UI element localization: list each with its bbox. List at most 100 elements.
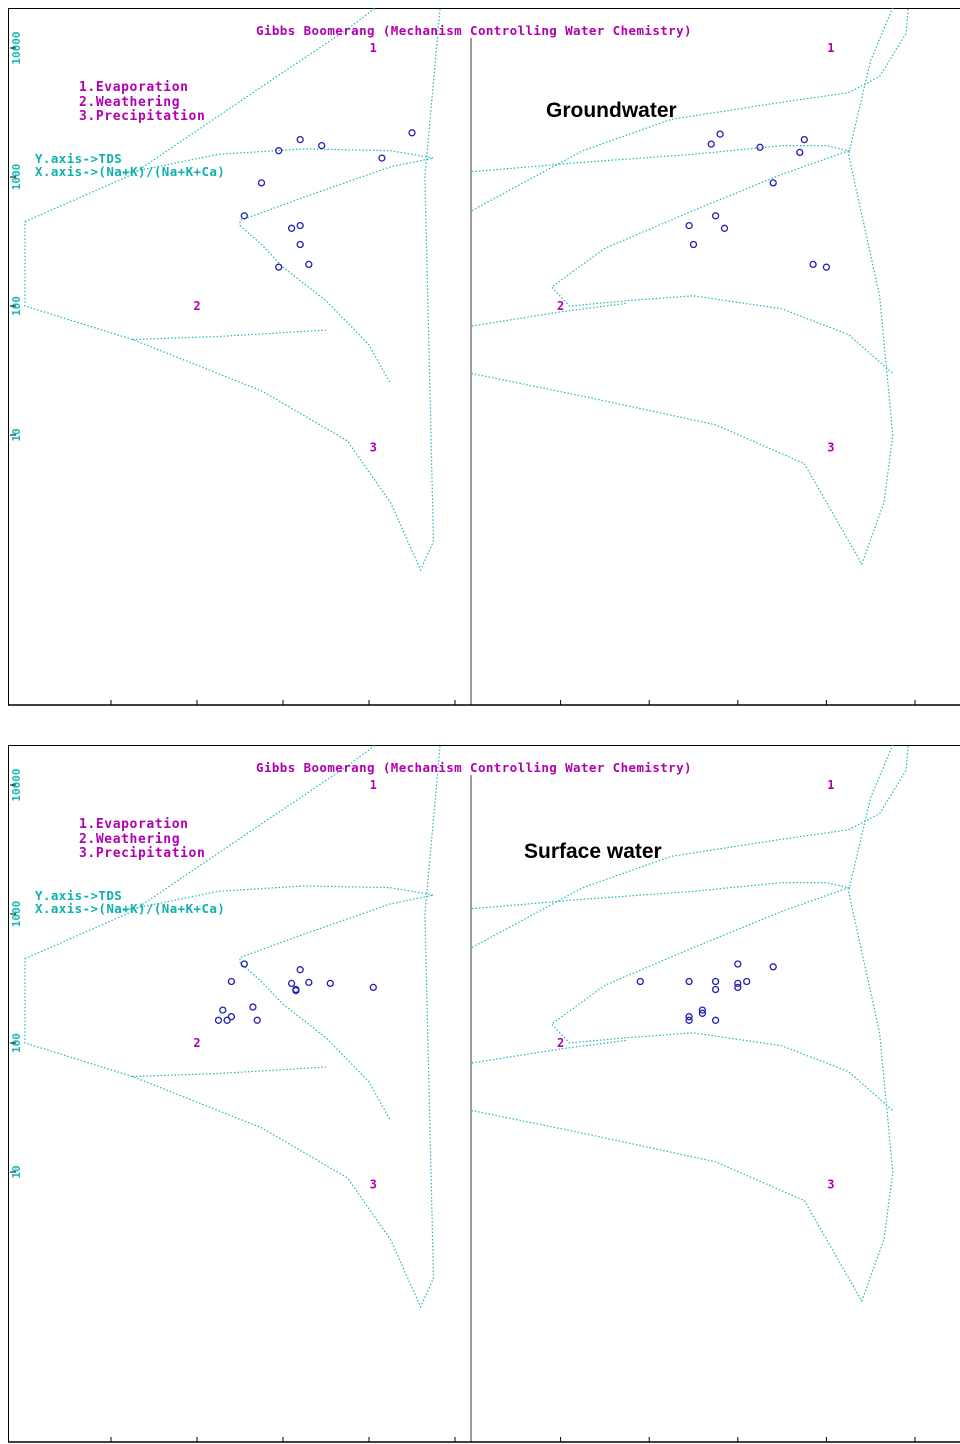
x-tick-label: 0.4 — [187, 1443, 207, 1444]
data-point — [743, 978, 749, 984]
x-tick-label: 0.8 — [359, 1443, 379, 1444]
envelope-outer — [472, 8, 911, 564]
region-label: 3 — [827, 440, 834, 454]
x-tick-label: 0.6 — [727, 706, 747, 707]
chart-title: Gibbs Boomerang (Mechanism Controlling W… — [9, 23, 939, 38]
x-tick-label: 0.8 — [816, 706, 836, 707]
region-label: 2 — [556, 1036, 563, 1050]
legend-item-weathering: 2.Weathering — [79, 96, 205, 111]
data-point — [717, 131, 723, 137]
region-label: 3 — [369, 1177, 376, 1191]
data-point — [219, 1007, 225, 1013]
envelope-inner — [472, 145, 893, 373]
legend-item-precipitation: 3.Precipitation — [79, 110, 205, 125]
data-point — [409, 129, 415, 135]
x-tick-label: 0.4 — [187, 706, 207, 707]
data-point — [734, 961, 740, 967]
data-point — [288, 225, 294, 231]
x-tick-label: 1 — [451, 706, 458, 707]
x-tick-label: 0.4 — [639, 706, 659, 707]
x-tick-label: 0.4 — [639, 1443, 659, 1444]
region-label: 1 — [827, 778, 834, 792]
x-tick-label: 0.6 — [727, 1443, 747, 1444]
data-point — [241, 961, 247, 967]
data-point — [712, 978, 718, 984]
x-tick-label: 0.2 — [101, 706, 121, 707]
x-axis-note: X.axis->(Na+K)/(Na+K+Ca) — [35, 903, 225, 916]
chart-heading: Surface water — [524, 840, 662, 864]
legend-item-weathering: 2.Weathering — [79, 833, 205, 848]
data-point — [258, 179, 264, 185]
data-point — [712, 986, 718, 992]
gibbs-chart-groundwater: 101001000100001000000.20.40.60.810.20.40… — [8, 8, 960, 705]
data-point — [378, 155, 384, 161]
envelope-inner — [132, 330, 326, 339]
x-tick-label: 0.8 — [816, 1443, 836, 1444]
data-point — [297, 966, 303, 972]
x-tick-label: 1 — [451, 1443, 458, 1444]
data-point — [275, 264, 281, 270]
data-point — [823, 264, 829, 270]
data-point — [770, 179, 776, 185]
data-point — [637, 978, 643, 984]
legend-item-evaporation: 1.Evaporation — [79, 81, 205, 96]
data-point — [690, 241, 696, 247]
region-label: 2 — [193, 1036, 200, 1050]
envelope-inner — [132, 1067, 326, 1076]
data-point — [686, 978, 692, 984]
chart-heading: Groundwater — [546, 99, 677, 123]
x-tick-label: 0.6 — [273, 1443, 293, 1444]
data-point — [734, 984, 740, 990]
region-label: 1 — [827, 41, 834, 55]
data-point — [712, 212, 718, 218]
data-point — [297, 222, 303, 228]
envelope-inner — [240, 962, 391, 1120]
data-point — [770, 963, 776, 969]
data-point — [801, 136, 807, 142]
envelope-inner — [472, 303, 627, 326]
region-label: 2 — [193, 299, 200, 313]
x-tick-label: 0.2 — [101, 1443, 121, 1444]
legend-item-precipitation: 3.Precipitation — [79, 847, 205, 862]
region-label: 1 — [369, 41, 376, 55]
region-label: 2 — [556, 299, 563, 313]
data-point — [712, 1017, 718, 1023]
region-label: 1 — [369, 778, 376, 792]
data-point — [810, 261, 816, 267]
axis-info: Y.axis->TDS X.axis->(Na+K)/(Na+K+Ca) — [35, 890, 225, 915]
data-point — [721, 225, 727, 231]
chart-title: Gibbs Boomerang (Mechanism Controlling W… — [9, 760, 939, 775]
legend: 1.Evaporation 2.Weathering 3.Precipitati… — [79, 81, 205, 125]
data-point — [254, 1017, 260, 1023]
data-point — [297, 136, 303, 142]
x-axis-note: X.axis->(Na+K)/(Na+K+Ca) — [35, 166, 225, 179]
x-tick-label: 0.6 — [273, 706, 293, 707]
x-tick-label: 0.8 — [359, 706, 379, 707]
data-point — [708, 141, 714, 147]
axis-info: Y.axis->TDS X.axis->(Na+K)/(Na+K+Ca) — [35, 153, 225, 178]
gibbs-chart-surface-water: 101001000100001000000.20.40.60.810.20.40… — [8, 745, 960, 1442]
data-point — [297, 241, 303, 247]
legend-item-evaporation: 1.Evaporation — [79, 818, 205, 833]
data-point — [327, 980, 333, 986]
data-point — [305, 979, 311, 985]
envelope-inner — [472, 882, 893, 1110]
data-point — [228, 978, 234, 984]
data-point — [796, 149, 802, 155]
region-label: 3 — [827, 1177, 834, 1191]
x-tick-label: 0.2 — [550, 706, 570, 707]
region-label: 3 — [369, 440, 376, 454]
data-point — [215, 1017, 221, 1023]
envelope-inner — [240, 225, 391, 383]
data-point — [288, 980, 294, 986]
data-point — [305, 261, 311, 267]
data-point — [370, 984, 376, 990]
x-tick-label: 0.2 — [550, 1443, 570, 1444]
envelope-inner — [472, 1040, 627, 1063]
data-point — [318, 142, 324, 148]
data-point — [249, 1004, 255, 1010]
x-tick-label: 1 — [911, 1443, 918, 1444]
data-point — [241, 212, 247, 218]
data-point — [686, 222, 692, 228]
x-tick-label: 1 — [911, 706, 918, 707]
